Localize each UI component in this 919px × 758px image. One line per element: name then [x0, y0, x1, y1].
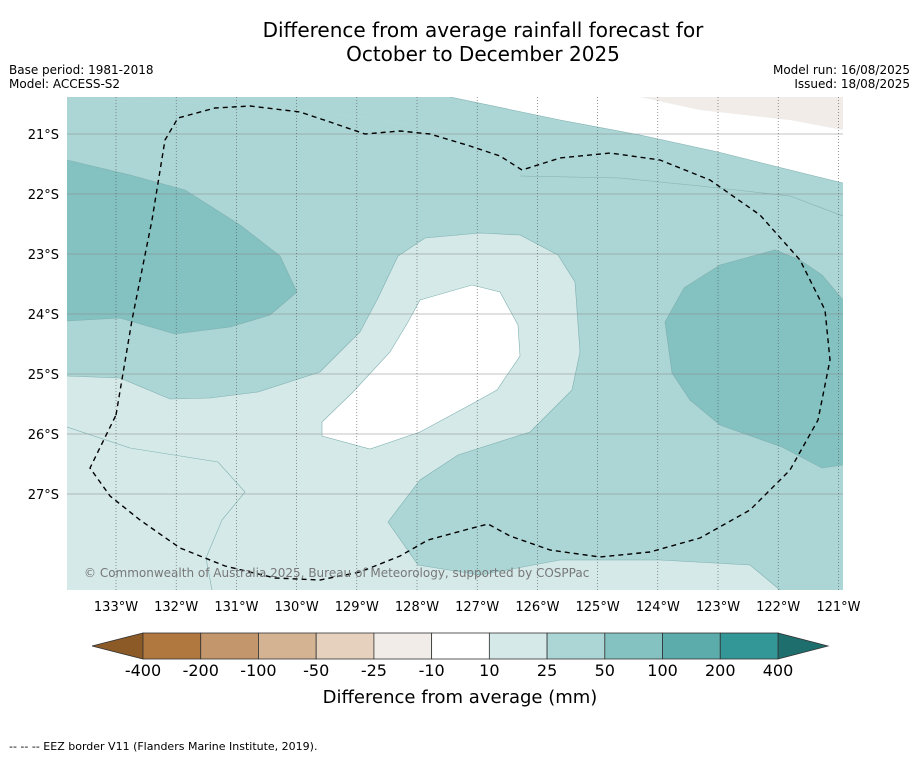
colorbar-tick-label: -200 — [183, 661, 219, 680]
colorbar-extend-low — [91, 632, 144, 660]
lon-label: 128°W — [395, 600, 439, 615]
lat-label: 23°S — [28, 248, 59, 263]
meta-right: Model run: 16/08/2025 Issued: 18/08/2025 — [773, 63, 910, 91]
colorbar-tick-label: 50 — [595, 661, 615, 680]
band-50-100-west — [67, 160, 297, 334]
map-plot-area: © Commonwealth of Australia 2025, Bureau… — [67, 97, 843, 590]
lon-label: 131°W — [214, 600, 258, 615]
lat-label: 25°S — [28, 368, 59, 383]
title-line-2: October to December 2025 — [346, 42, 620, 66]
colorbar: -400 -200 -100 -50 -25 -10 10 25 50 100 200 400 — [91, 632, 830, 680]
colorbar-tick-label: 100 — [647, 661, 678, 680]
lon-label: 127°W — [455, 600, 499, 615]
lon-label: 130°W — [275, 600, 319, 615]
colorbar-segment — [662, 632, 721, 660]
colorbar-segment — [719, 632, 779, 660]
eez-footnote: -- -- -- EEZ border V11 (Flanders Marine… — [9, 740, 318, 753]
lat-label: 21°S — [28, 128, 59, 143]
model-run-label: Model run: 16/08/2025 — [772, 63, 910, 77]
model-label: Model: ACCESS-S2 — [9, 77, 121, 91]
colorbar-tick-label: 25 — [537, 661, 557, 680]
colorbar-tick-label: -100 — [240, 661, 276, 680]
lon-label: 129°W — [335, 600, 379, 615]
contour-lines — [67, 97, 843, 590]
band-25-50-main — [67, 97, 843, 216]
colorbar-segment — [373, 632, 433, 660]
colorbar-segment — [604, 632, 663, 660]
meta-left: Base period: 1981-2018 Model: ACCESS-S2 — [9, 63, 154, 91]
lat-label: 27°S — [28, 488, 59, 503]
copyright-text: © Commonwealth of Australia 2025, Bureau… — [84, 566, 589, 580]
region-near-average-northeast — [450, 97, 843, 183]
band-50-100-east — [665, 250, 843, 468]
colorbar-segment — [546, 632, 606, 660]
issued-label: Issued: 18/08/2025 — [794, 77, 910, 91]
lon-label: 125°W — [576, 600, 620, 615]
colorbar-tick-label: 10 — [479, 661, 499, 680]
lon-label: 122°W — [756, 600, 800, 615]
latitude-labels: 21°S 22°S 23°S 24°S 25°S 26°S 27°S — [28, 128, 59, 503]
colorbar-tick-label: 400 — [763, 661, 794, 680]
colorbar-tick-label: -50 — [303, 661, 329, 680]
colorbar-segment — [142, 632, 202, 660]
colorbar-tick-label: -10 — [419, 661, 445, 680]
colorbar-segment — [488, 632, 548, 660]
colorbar-tick-label: 200 — [705, 661, 736, 680]
colorbar-tick-label: -25 — [361, 661, 387, 680]
base-period-label: Base period: 1981-2018 — [9, 63, 154, 77]
colorbar-tick-label: -400 — [125, 661, 161, 680]
region-near-average-center — [322, 285, 520, 449]
colorbar-title: Difference from average (mm) — [323, 687, 598, 708]
lon-label: 123°W — [696, 600, 740, 615]
colorbar-extend-high — [777, 632, 830, 660]
title-line-1: Difference from average rainfall forecas… — [262, 18, 704, 42]
lat-label: 24°S — [28, 308, 59, 323]
lon-label: 126°W — [515, 600, 559, 615]
gridlines — [67, 97, 843, 590]
longitude-labels: 133°W 132°W 131°W 130°W 129°W 128°W 127°W 126°W… — [94, 600, 861, 615]
lon-label: 124°W — [636, 600, 680, 615]
lon-label: 132°W — [154, 600, 198, 615]
lon-label: 121°W — [816, 600, 860, 615]
colorbar-segment — [258, 632, 317, 660]
lon-label: 133°W — [94, 600, 138, 615]
colorbar-segment — [315, 632, 375, 660]
region-drier-northeast — [640, 97, 843, 130]
lat-label: 22°S — [28, 188, 59, 203]
eez-border — [89, 105, 831, 581]
lat-label: 26°S — [28, 428, 59, 443]
colorbar-segment — [431, 632, 490, 660]
colorbar-segment — [200, 632, 259, 660]
map-title: Difference from average rainfall forecas… — [0, 18, 919, 66]
